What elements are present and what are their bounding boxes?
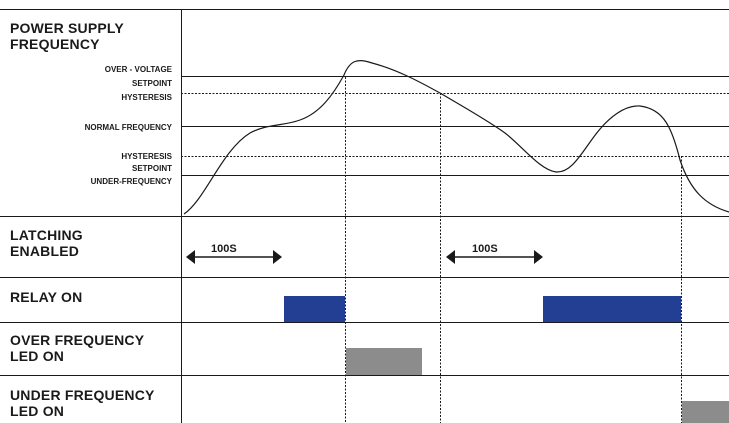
over-voltage-label: OVER - VOLTAGE [104, 65, 172, 74]
title-line: LED ON [10, 348, 65, 364]
title-line: LED ON [10, 403, 65, 419]
frequency-levels [181, 76, 729, 176]
relay-section-title: RELAY ON [10, 289, 82, 305]
under-frequency-led-bar [682, 401, 729, 423]
title-line: ENABLED [10, 243, 80, 259]
setpoint-upper-label: SETPOINT [131, 79, 172, 88]
arrowhead-right [273, 250, 282, 264]
setpoint-lower-label: SETPOINT [131, 164, 172, 173]
arrowhead-left [186, 250, 195, 264]
table-grid [0, 9, 729, 423]
frequency-curve [183, 60, 729, 215]
title-line: LATCHING [10, 227, 83, 243]
title-line: UNDER FREQUENCY [10, 387, 155, 403]
normal-frequency-label: NORMAL FREQUENCY [84, 123, 172, 132]
title-line: RELAY ON [10, 289, 83, 305]
under-frequency-label: UNDER-FREQUENCY [90, 177, 172, 186]
frequency-section-title: POWER SUPPLY FREQUENCY [10, 20, 124, 52]
delay-arrows [186, 250, 543, 264]
over-led-section-title: OVER FREQUENCY LED ON [10, 332, 144, 364]
over-frequency-led-bar [346, 348, 422, 375]
title-line: OVER FREQUENCY [10, 332, 145, 348]
delay-label: 100S [472, 243, 498, 255]
arrowhead-right [534, 250, 543, 264]
relay-on-bar [284, 296, 345, 322]
title-line: FREQUENCY [10, 36, 100, 52]
hysteresis-lower-label: HYSTERESIS [121, 152, 172, 161]
relay-on-bar [543, 296, 681, 322]
arrowhead-left [446, 250, 455, 264]
hysteresis-upper-label: HYSTERESIS [121, 93, 172, 102]
title-line: POWER SUPPLY [10, 20, 124, 36]
latching-section-title: LATCHING ENABLED [10, 227, 83, 259]
delay-label: 100S [211, 243, 237, 255]
under-led-section-title: UNDER FREQUENCY LED ON [10, 387, 155, 419]
time-markers [345, 77, 682, 423]
